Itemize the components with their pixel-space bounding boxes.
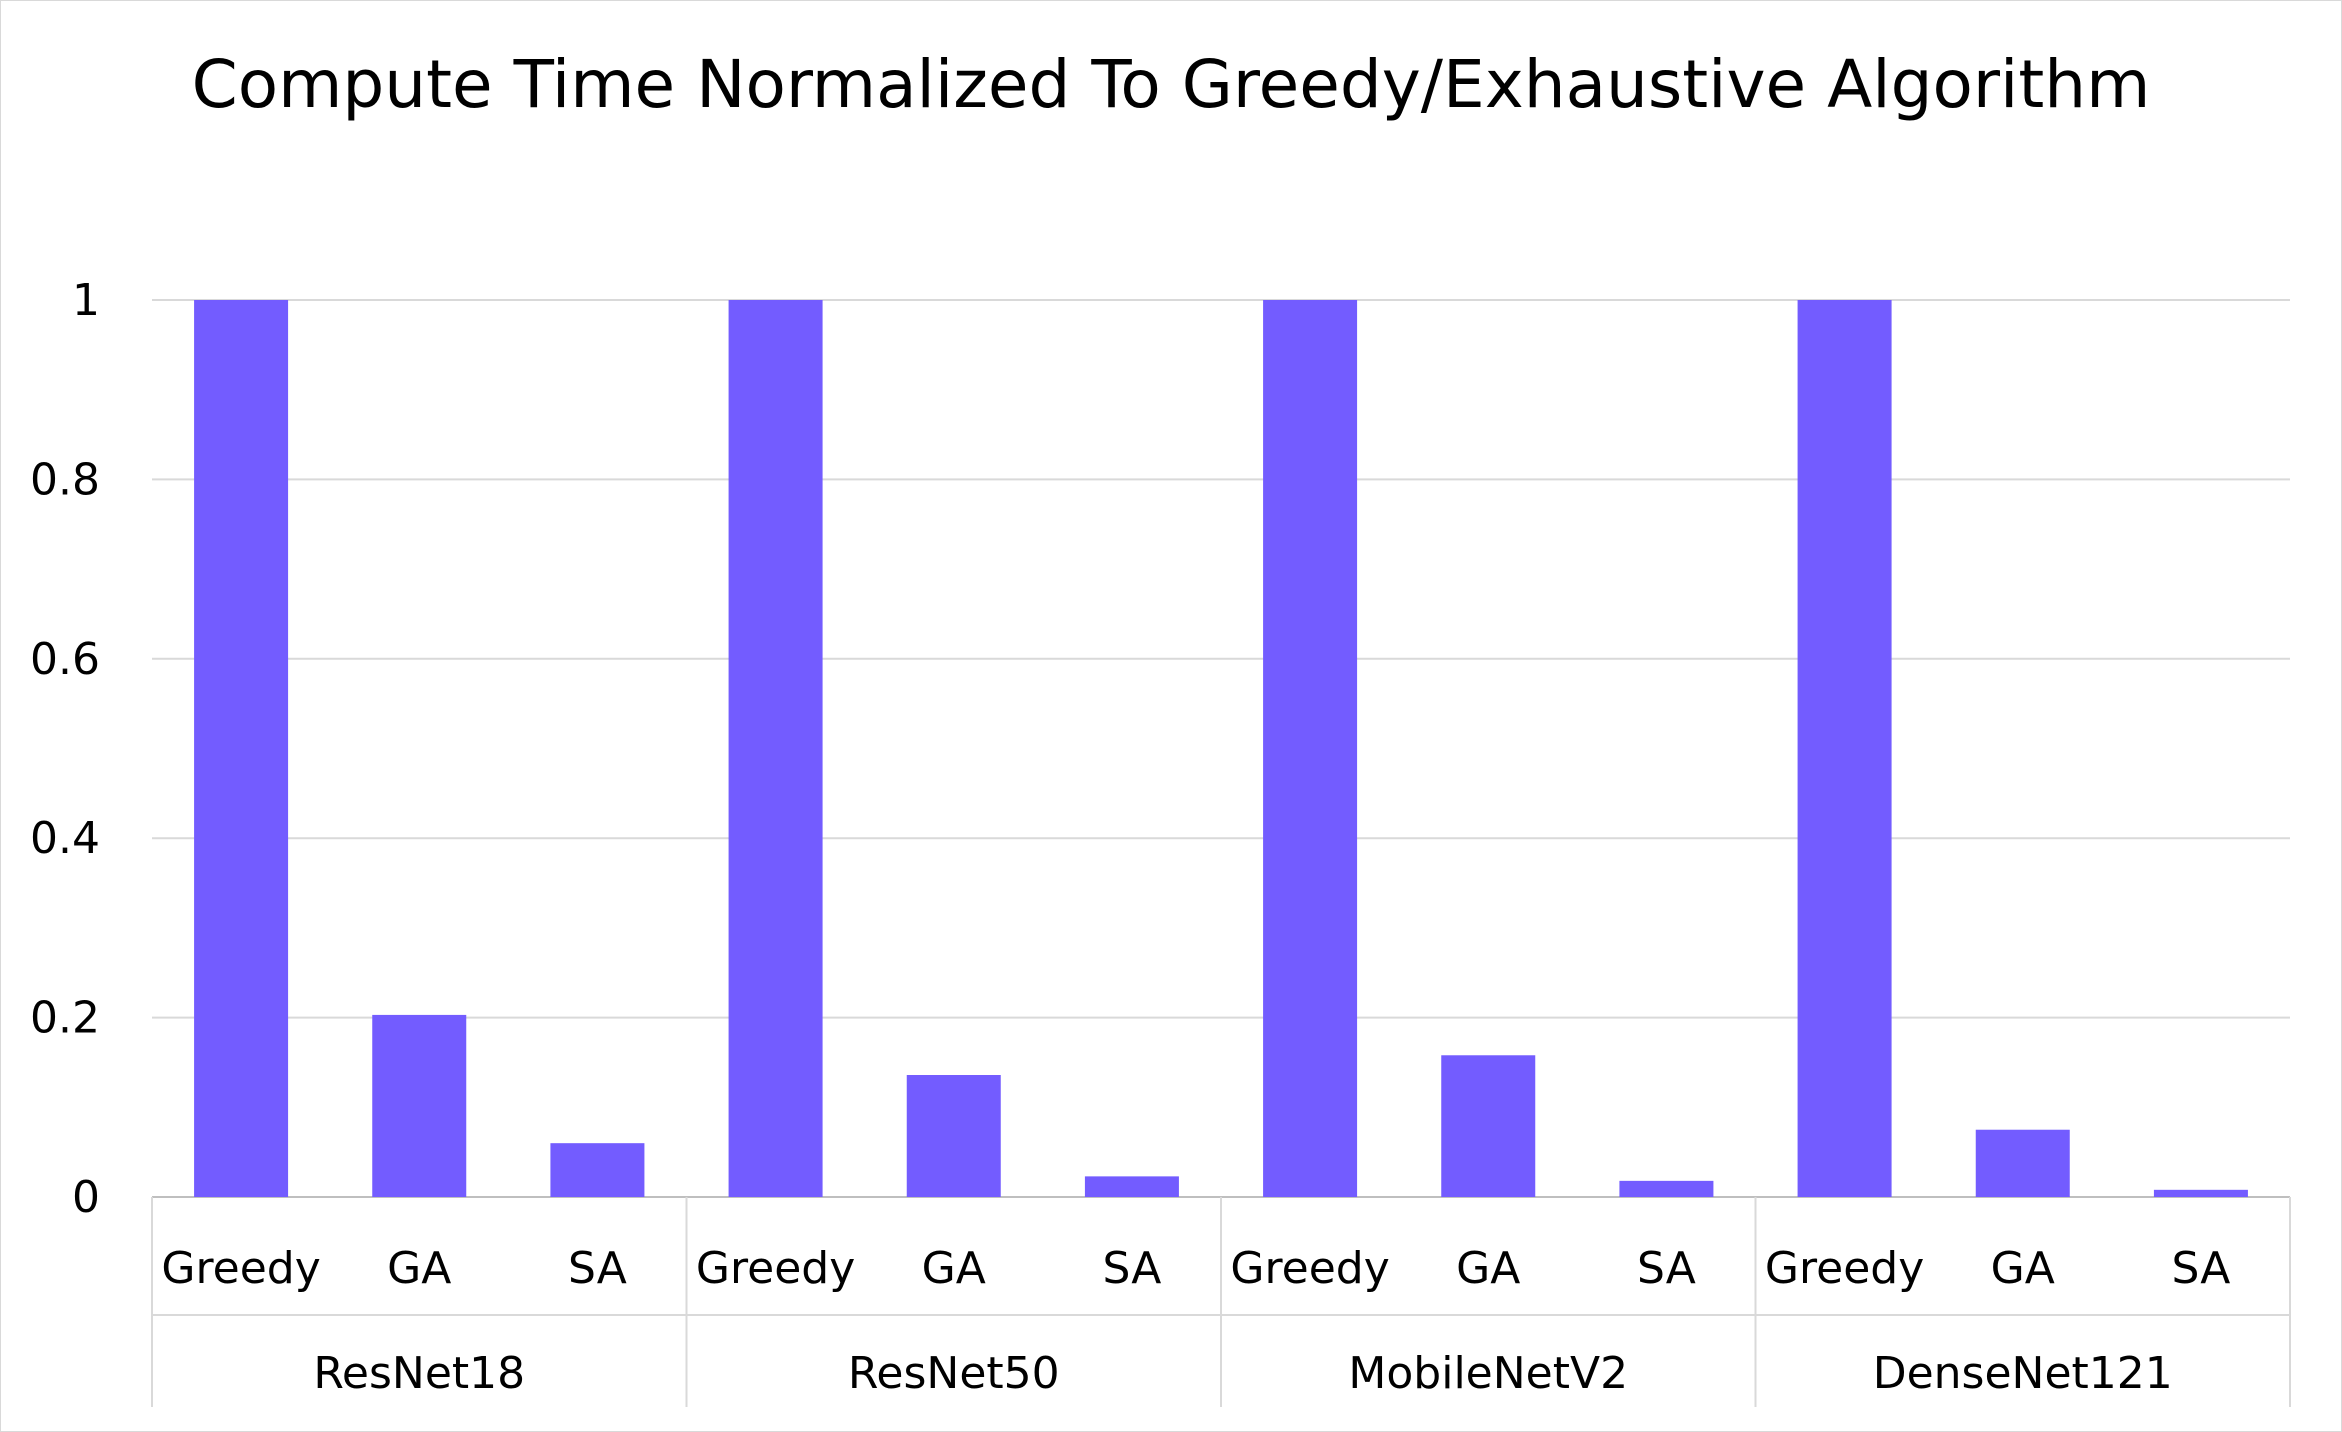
x-category-label: GA [1456, 1243, 1520, 1294]
x-category-label: GA [387, 1243, 451, 1294]
x-category-label: Greedy [1230, 1243, 1389, 1294]
x-group-label: MobileNetV2 [1348, 1348, 1628, 1399]
bar-densenet121-sa [2153, 1189, 2248, 1197]
x-category-label: SA [1637, 1243, 1696, 1294]
bar-resnet18-greedy [194, 300, 289, 1197]
x-category-label: Greedy [696, 1243, 855, 1294]
x-category-label: GA [1991, 1243, 2055, 1294]
x-category-label: SA [1102, 1243, 1161, 1294]
bar-densenet121-ga [1975, 1129, 2070, 1197]
y-tick-label: 1 [72, 275, 100, 326]
bar-resnet50-ga [906, 1075, 1001, 1197]
y-tick-label: 0 [72, 1172, 100, 1223]
bar-densenet121-greedy [1797, 300, 1892, 1197]
x-category-label: Greedy [161, 1243, 320, 1294]
y-tick-label: 0.6 [30, 634, 100, 685]
chart-title: Compute Time Normalized To Greedy/Exhaus… [191, 46, 2151, 123]
y-tick-label: 0.2 [30, 993, 100, 1044]
bar-resnet50-sa [1084, 1176, 1179, 1197]
x-category-label: SA [568, 1243, 627, 1294]
bar-mobilenetv2-sa [1619, 1180, 1714, 1197]
bar-mobilenetv2-greedy [1263, 300, 1358, 1197]
y-tick-label: 0.8 [30, 454, 100, 505]
x-category-label: Greedy [1765, 1243, 1924, 1294]
x-group-label: ResNet18 [313, 1348, 525, 1399]
x-group-label: DenseNet121 [1873, 1348, 2173, 1399]
y-tick-label: 0.4 [30, 813, 100, 864]
x-category-label: GA [922, 1243, 986, 1294]
bar-resnet18-sa [550, 1143, 645, 1197]
bar-resnet18-ga [372, 1014, 467, 1197]
x-group-label: ResNet50 [848, 1348, 1060, 1399]
x-category-label: SA [2171, 1243, 2230, 1294]
bar-mobilenetv2-ga [1441, 1055, 1536, 1197]
bar-resnet50-greedy [728, 300, 823, 1197]
